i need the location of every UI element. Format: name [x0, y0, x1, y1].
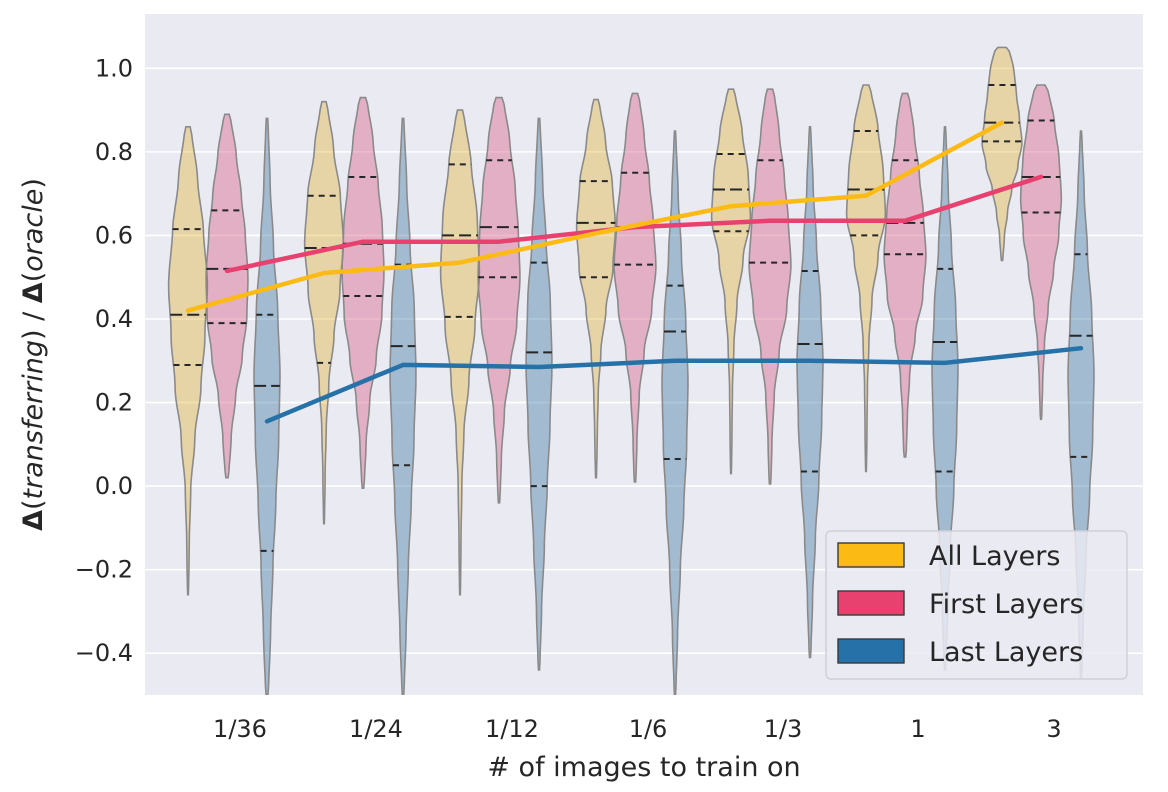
legend-item: All Layers — [837, 541, 1060, 572]
violin — [710, 88, 752, 475]
y-axis-label-part: oracle — [18, 189, 49, 272]
legend-label: First Layers — [929, 589, 1084, 620]
violin-series-0 — [167, 46, 1023, 596]
legend-label: All Layers — [929, 541, 1060, 572]
y-tick-label: −0.2 — [75, 556, 133, 584]
y-axis-label-part: ) — [18, 178, 49, 189]
violin — [661, 130, 689, 695]
y-tick-label: 0.4 — [95, 305, 133, 333]
violin — [613, 92, 657, 483]
x-tick-label: 1/24 — [349, 715, 403, 743]
mean-lines — [185, 120, 1084, 424]
y-tick-label: 1.0 — [95, 54, 133, 82]
mean-line-series-2 — [264, 345, 1084, 424]
y-tick-label: 0.0 — [95, 472, 133, 500]
violin — [883, 92, 927, 458]
legend-swatch — [837, 638, 905, 664]
x-tick-label: 1 — [910, 715, 925, 743]
y-tick-label: −0.4 — [75, 639, 133, 667]
y-axis-label-part: ( — [18, 272, 49, 283]
violin — [931, 126, 959, 671]
legend-swatch — [837, 590, 905, 616]
y-axis-label-part: Δ — [18, 510, 49, 531]
violin — [796, 126, 824, 659]
violin — [389, 117, 417, 695]
violin-series-1 — [205, 84, 1063, 504]
x-tick-label: 1/6 — [629, 715, 668, 743]
violin — [439, 109, 481, 596]
y-tick-label: 0.8 — [95, 138, 133, 166]
violin — [575, 98, 617, 479]
violin — [341, 96, 385, 489]
legend-item: First Layers — [837, 589, 1084, 620]
x-tick-label: 3 — [1046, 715, 1061, 743]
y-axis-label-part: transferring — [18, 340, 49, 499]
violin — [205, 113, 249, 479]
violin — [748, 88, 792, 485]
violin — [167, 126, 209, 596]
violin — [1067, 130, 1095, 680]
x-tick-label: 1/3 — [764, 715, 803, 743]
legend-item: Last Layers — [837, 637, 1083, 668]
y-axis-ticks: −0.4 −0.2 0.0 0.2 0.4 0.6 0.8 1.0 — [75, 54, 133, 667]
violin — [525, 117, 553, 671]
mean-line-series-0 — [185, 120, 1005, 313]
legend-label: Last Layers — [929, 637, 1083, 668]
x-axis-ticks: 1/36 1/24 1/12 1/6 1/3 1 3 — [213, 715, 1062, 743]
y-axis-label-part: ( — [18, 499, 49, 510]
y-axis-label-part: Δ — [18, 282, 49, 303]
legend-swatch — [837, 542, 905, 568]
y-tick-label: 0.2 — [95, 389, 133, 417]
y-axis-label: Δ(transferring) / Δ(oracle) — [18, 178, 49, 531]
y-tick-label: 0.6 — [95, 221, 133, 249]
x-tick-label: 1/36 — [213, 715, 267, 743]
violin — [303, 100, 345, 525]
violin — [1019, 84, 1063, 421]
x-axis-label: # of images to train on — [487, 752, 800, 783]
y-axis-label-part: ) / — [18, 303, 49, 340]
x-tick-label: 1/12 — [485, 715, 539, 743]
violin — [845, 84, 887, 473]
legend: All Layers First Layers Last Layers — [825, 530, 1128, 680]
